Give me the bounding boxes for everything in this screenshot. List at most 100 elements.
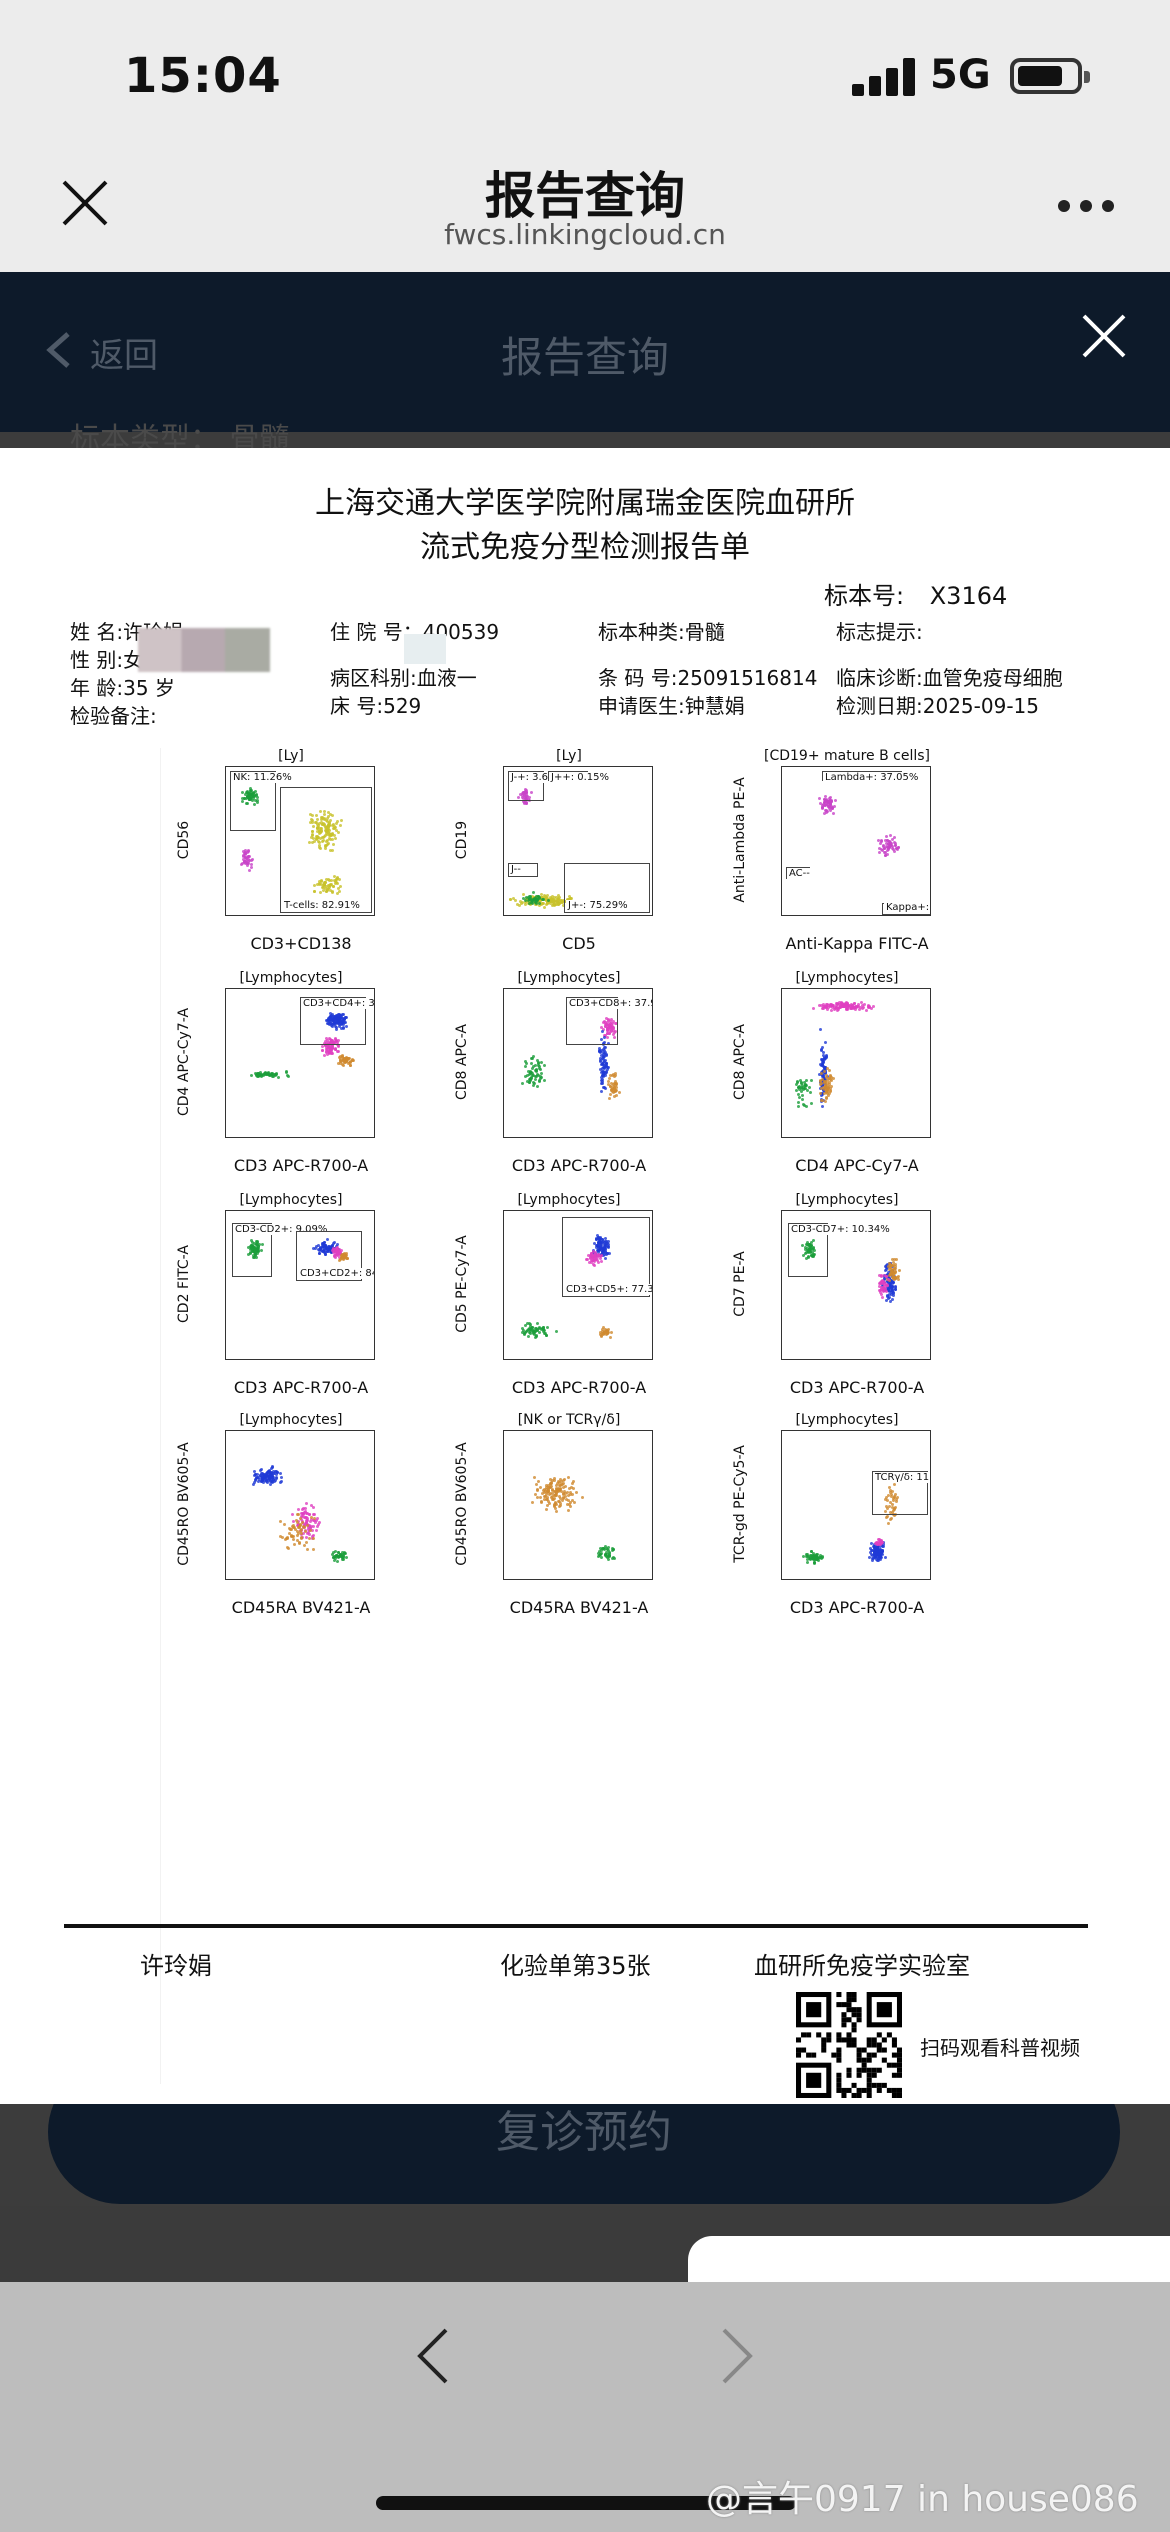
event-dot (317, 1520, 321, 1524)
event-dot (319, 828, 323, 832)
plot-x-axis-label: CD45RA BV421-A (509, 1598, 649, 1617)
event-dot (805, 1560, 809, 1564)
event-dot (540, 895, 544, 899)
age-value: 35 岁 (123, 676, 175, 700)
event-dot (333, 1041, 337, 1045)
event-dot (556, 893, 560, 897)
event-dot (885, 839, 889, 843)
event-dot (342, 1064, 346, 1068)
event-dot (326, 1052, 330, 1056)
event-dot (542, 1497, 546, 1501)
event-dot (336, 882, 340, 886)
event-dot (316, 825, 320, 829)
event-dot (344, 1020, 348, 1024)
plot-x-axis-label: CD5 (562, 934, 596, 953)
event-dot (559, 1504, 563, 1508)
event-dot (898, 1269, 902, 1273)
event-dot (555, 1509, 559, 1513)
more-options-icon[interactable] (1058, 200, 1114, 212)
event-dot (273, 1478, 277, 1482)
event-dot (246, 802, 250, 806)
event-dot (539, 1068, 543, 1072)
plot-title: [Lymphocytes] (795, 970, 899, 986)
event-dot (531, 1065, 535, 1069)
event-dot (324, 831, 328, 835)
event-dot (810, 1078, 814, 1082)
event-dot (240, 791, 244, 795)
event-dot (246, 849, 250, 853)
event-dot (828, 1068, 832, 1072)
event-dot (859, 1006, 863, 1010)
plot-title: [Lymphocytes] (517, 1192, 621, 1208)
event-dot (330, 833, 334, 837)
event-dot (293, 1543, 297, 1547)
event-dot (831, 1076, 835, 1080)
event-dot (336, 876, 340, 880)
event-dot (795, 1082, 799, 1086)
event-dot (825, 800, 829, 804)
event-dot (819, 1027, 822, 1031)
event-dot (323, 881, 327, 885)
event-dot (265, 1073, 269, 1077)
event-dot (610, 1073, 614, 1077)
close-overlay-icon[interactable] (1080, 312, 1128, 360)
event-dot (554, 903, 558, 907)
event-dot (251, 857, 255, 861)
event-dot (248, 854, 252, 858)
underlay-title: 报告查询 (500, 333, 669, 382)
flow-plot-8: [Lymphocytes] CD5 PE-Cy7-A CD3+CD5+: 77.34… (439, 1192, 699, 1408)
event-dot (828, 1080, 832, 1084)
event-dot (894, 846, 898, 850)
event-dot (575, 1491, 579, 1495)
event-dot (602, 1053, 606, 1057)
event-dot (581, 1496, 585, 1500)
event-dot (312, 1516, 316, 1520)
event-dot (524, 903, 528, 907)
event-dot (317, 882, 321, 886)
event-dot (329, 1011, 333, 1015)
event-dot (532, 1073, 536, 1077)
event-dot (346, 1056, 350, 1060)
event-dot (526, 795, 530, 799)
event-dot (328, 823, 332, 827)
event-dot (336, 1061, 340, 1065)
event-dot (603, 1058, 607, 1062)
back-arrow-icon[interactable] (412, 2326, 452, 2386)
event-dot (253, 794, 257, 798)
plot-title: [Lymphocytes] (239, 1192, 343, 1208)
plot-area: TCRγ/δ: 11.92% (781, 1430, 931, 1580)
event-dot (533, 896, 537, 900)
event-dot (511, 897, 515, 901)
gate-label: TCRγ/δ: 11.92% (873, 1472, 930, 1483)
event-dot (334, 1027, 338, 1031)
event-dot (612, 1081, 616, 1085)
event-dot (552, 1490, 556, 1494)
event-dot (329, 813, 333, 817)
plot-area: CD3+CD4+: 33.48% (225, 988, 375, 1138)
event-dot (548, 901, 552, 905)
event-dot (529, 1061, 533, 1065)
event-dot (826, 802, 830, 806)
event-dot (836, 1008, 840, 1012)
event-dot (546, 902, 550, 906)
event-dot (547, 899, 551, 903)
event-dot (246, 792, 250, 796)
event-dot (535, 897, 539, 901)
event-dot (600, 1556, 604, 1560)
event-dot (310, 840, 314, 844)
event-dot (612, 1095, 616, 1099)
close-icon[interactable] (60, 178, 110, 228)
event-dot (243, 860, 247, 864)
event-dot (331, 1013, 335, 1017)
event-dot (339, 823, 343, 827)
event-dot (606, 1067, 610, 1071)
event-dot (311, 824, 315, 828)
specimen-number-value: X3164 (929, 582, 1008, 610)
event-dot (245, 860, 249, 864)
event-dot (826, 1078, 830, 1082)
forward-arrow-icon[interactable] (718, 2326, 758, 2386)
event-dot (545, 899, 549, 903)
event-dot (525, 796, 529, 800)
event-dot (531, 1072, 534, 1076)
event-dot (322, 888, 326, 892)
